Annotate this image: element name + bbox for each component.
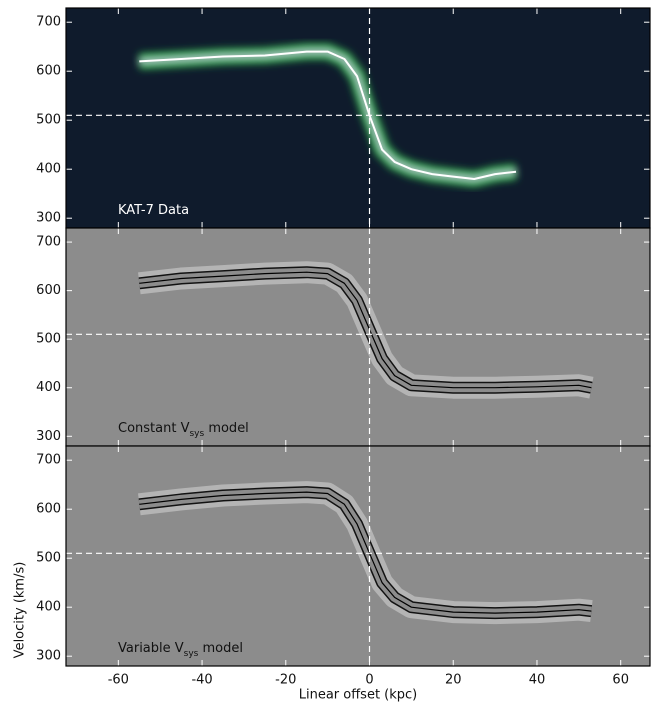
annotation-part: sys xyxy=(189,429,204,439)
y-tick-label: 600 xyxy=(36,64,61,79)
x-tick-label: 40 xyxy=(529,673,546,688)
panel-annotation: Variable Vsys model xyxy=(118,641,243,659)
annotation-part: model xyxy=(198,641,243,656)
panel-annotation: Constant Vsys model xyxy=(118,421,249,439)
y-tick-label: 500 xyxy=(36,332,61,347)
y-tick-label: 400 xyxy=(36,380,61,395)
annotation-part: Constant V xyxy=(118,421,190,436)
panel-background xyxy=(66,446,650,666)
y-tick-label: 600 xyxy=(36,283,61,298)
y-tick-label: 500 xyxy=(36,551,61,566)
y-tick-label: 300 xyxy=(36,649,61,664)
x-tick-label: -60 xyxy=(108,673,129,688)
annotation-part: model xyxy=(204,421,249,436)
annotation-part: Variable V xyxy=(118,641,184,656)
y-tick-label: 400 xyxy=(36,162,61,177)
x-tick-label: 0 xyxy=(365,673,373,688)
y-tick-label: 600 xyxy=(36,502,61,517)
y-tick-label: 400 xyxy=(36,600,61,615)
x-tick-label: 20 xyxy=(445,673,462,688)
y-tick-label: 300 xyxy=(36,211,61,226)
annotation-part: sys xyxy=(184,649,199,659)
y-tick-label: 700 xyxy=(36,453,61,468)
y-axis-label: Velocity (km/s) xyxy=(13,562,28,659)
y-tick-label: 500 xyxy=(36,113,61,128)
x-tick-label: -20 xyxy=(275,673,296,688)
panel-background xyxy=(66,228,650,446)
panel-background xyxy=(66,8,650,228)
y-tick-label: 300 xyxy=(36,429,61,444)
y-tick-label: 700 xyxy=(36,15,61,30)
panel-annotation: KAT-7 Data xyxy=(118,203,189,218)
x-axis-label: Linear offset (kpc) xyxy=(299,688,418,703)
annotation-part: KAT-7 Data xyxy=(118,203,189,218)
x-tick-label: 60 xyxy=(612,673,629,688)
panel-frame xyxy=(65,445,651,667)
y-tick-label: 700 xyxy=(36,235,61,250)
x-tick-label: -40 xyxy=(191,673,212,688)
